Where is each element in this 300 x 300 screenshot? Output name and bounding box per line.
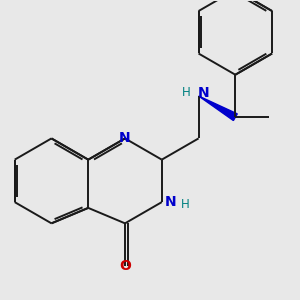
Text: N: N	[197, 86, 209, 100]
Text: N: N	[164, 195, 176, 209]
Text: N: N	[119, 131, 131, 146]
Polygon shape	[199, 96, 237, 121]
Text: H: H	[181, 197, 189, 211]
Text: O: O	[119, 259, 131, 273]
Text: H: H	[182, 86, 190, 99]
